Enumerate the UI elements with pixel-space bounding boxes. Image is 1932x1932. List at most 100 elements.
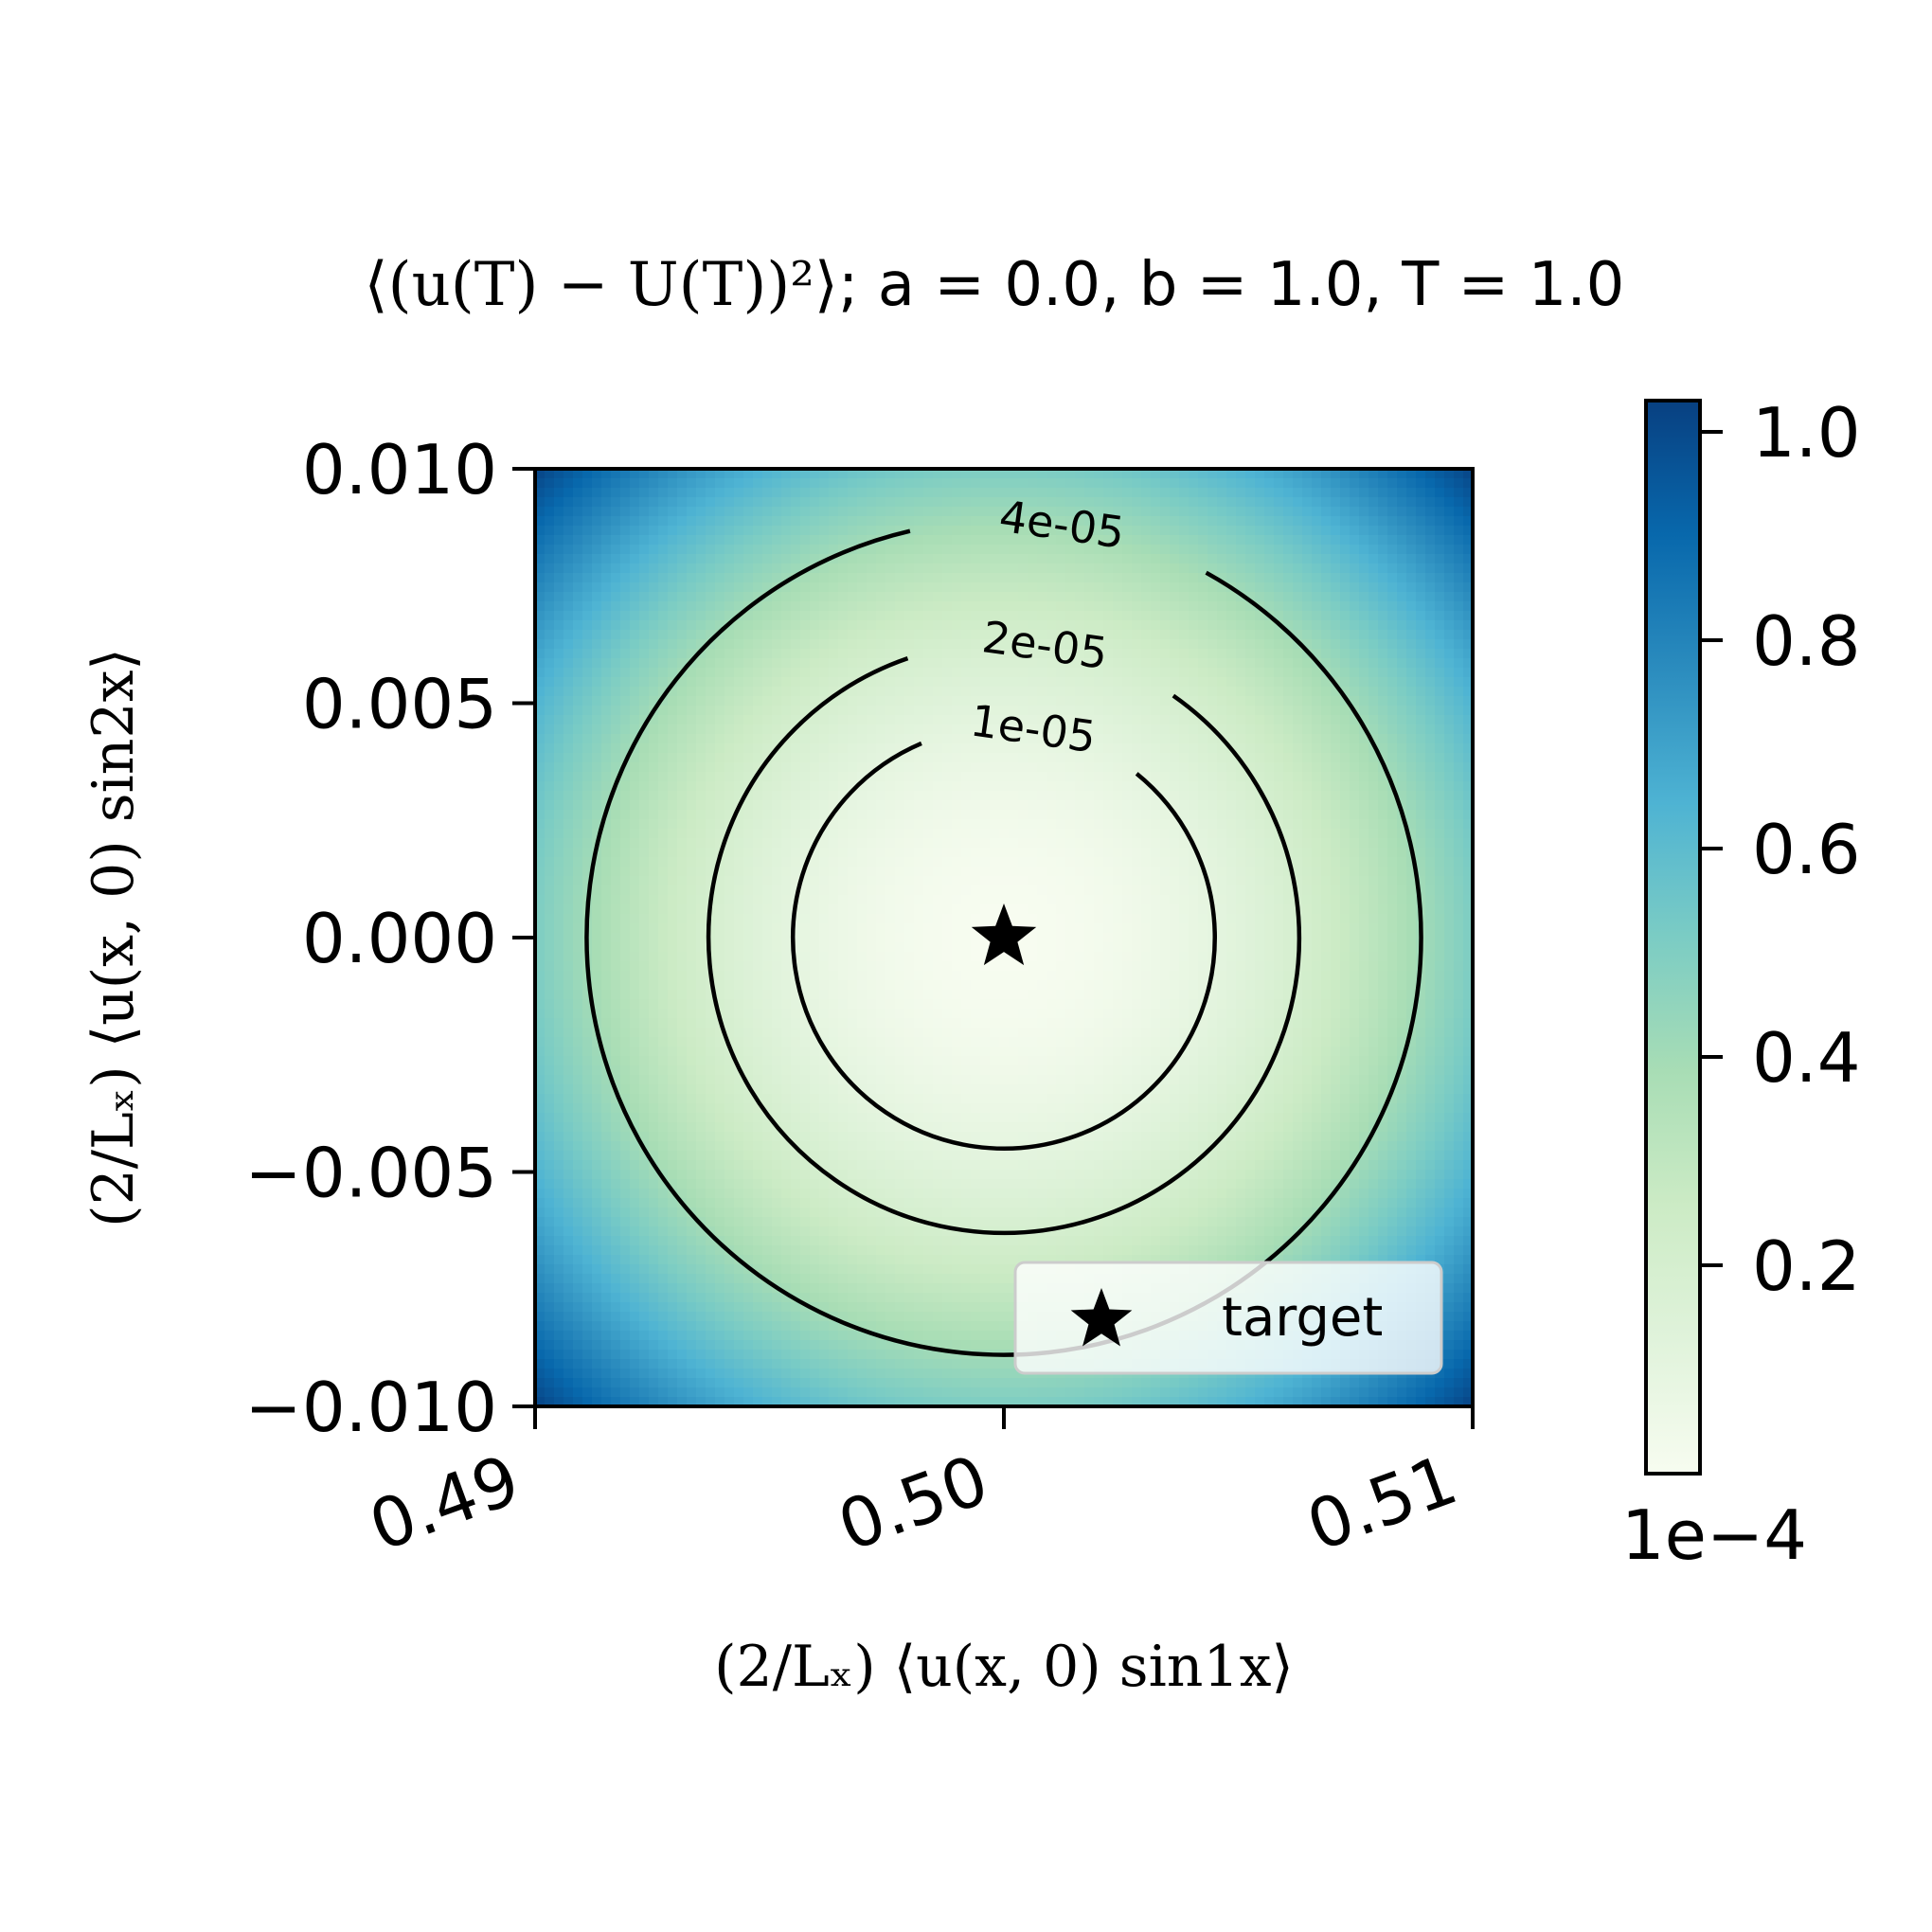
- heatmap-cell: [1255, 592, 1265, 602]
- heatmap-cell: [1321, 706, 1332, 716]
- heatmap-cell: [592, 516, 602, 527]
- heatmap-cell: [554, 696, 564, 707]
- heatmap-cell: [1378, 469, 1388, 479]
- heatmap-cell: [1179, 886, 1190, 896]
- heatmap-cell: [1340, 734, 1351, 744]
- heatmap-cell: [1198, 668, 1208, 678]
- heatmap-cell: [791, 772, 801, 782]
- heatmap-cell: [800, 592, 811, 602]
- heatmap-cell: [582, 620, 593, 631]
- heatmap-cell: [923, 658, 934, 669]
- heatmap-cell: [772, 535, 782, 546]
- heatmap-cell: [1444, 639, 1455, 650]
- heatmap-cell: [601, 545, 612, 555]
- heatmap-cell: [829, 848, 839, 858]
- heatmap-cell: [1170, 734, 1180, 744]
- heatmap-cell: [1151, 876, 1161, 886]
- heatmap-cell: [762, 743, 773, 754]
- heatmap-cell: [1255, 535, 1265, 546]
- heatmap-cell: [1141, 933, 1152, 943]
- heatmap-cell: [819, 488, 830, 498]
- heatmap-cell: [1009, 857, 1019, 868]
- heatmap-cell: [1302, 810, 1313, 820]
- heatmap-cell: [1198, 601, 1208, 612]
- heatmap-cell: [1160, 810, 1171, 820]
- heatmap-cell: [1103, 819, 1114, 830]
- heatmap-cell: [895, 687, 905, 697]
- heatmap-cell: [914, 886, 924, 896]
- heatmap-cell: [573, 668, 583, 678]
- heatmap-cell: [829, 469, 839, 479]
- heatmap-cell: [1274, 554, 1284, 564]
- heatmap-cell: [857, 630, 868, 640]
- heatmap-cell: [1226, 829, 1237, 839]
- heatmap-cell: [668, 706, 678, 716]
- heatmap-cell: [1302, 582, 1313, 593]
- heatmap-cell: [829, 867, 839, 877]
- heatmap-cell: [1141, 668, 1152, 678]
- heatmap-cell: [933, 497, 943, 508]
- heatmap-cell: [1160, 895, 1171, 905]
- heatmap-cell: [1056, 582, 1066, 593]
- heatmap-cell: [848, 933, 858, 943]
- heatmap-cell: [1435, 914, 1445, 924]
- heatmap-cell: [1387, 526, 1398, 536]
- heatmap-cell: [980, 658, 991, 669]
- heatmap-cell: [582, 554, 593, 564]
- heatmap-cell: [1170, 668, 1180, 678]
- heatmap-cell: [1406, 762, 1417, 773]
- heatmap-cell: [1075, 904, 1085, 915]
- heatmap-cell: [535, 582, 546, 593]
- heatmap-cell: [601, 753, 612, 763]
- heatmap-cell: [1245, 933, 1256, 943]
- heatmap-cell: [649, 857, 659, 868]
- heatmap-cell: [658, 620, 669, 631]
- heatmap-cell: [715, 687, 725, 697]
- heatmap-cell: [1378, 904, 1388, 915]
- heatmap-cell: [1331, 772, 1341, 782]
- heatmap-cell: [1359, 630, 1369, 640]
- heatmap-cell: [1094, 516, 1104, 527]
- heatmap-cell: [687, 582, 697, 593]
- heatmap-cell: [620, 488, 631, 498]
- heatmap-cell: [630, 848, 640, 858]
- heatmap-cell: [1028, 800, 1038, 811]
- heatmap-cell: [1368, 620, 1379, 631]
- heatmap-cell: [952, 829, 962, 839]
- heatmap-cell: [829, 668, 839, 678]
- heatmap-cell: [658, 857, 669, 868]
- heatmap-cell: [573, 658, 583, 669]
- heatmap-cell: [1425, 762, 1436, 773]
- heatmap-cell: [1217, 516, 1227, 527]
- heatmap-cell: [952, 933, 962, 943]
- heatmap-cell: [791, 611, 801, 621]
- heatmap-cell: [1160, 516, 1171, 527]
- heatmap-cell: [762, 810, 773, 820]
- heatmap-cell: [1312, 753, 1322, 763]
- heatmap-cell: [1435, 923, 1445, 934]
- heatmap-cell: [1028, 791, 1038, 801]
- heatmap-cell: [961, 601, 972, 612]
- heatmap-cell: [743, 649, 754, 659]
- heatmap-cell: [1103, 734, 1114, 744]
- heatmap-cell: [819, 724, 830, 735]
- heatmap-cell: [980, 611, 991, 621]
- heatmap-cell: [819, 601, 830, 612]
- heatmap-cell: [535, 800, 546, 811]
- heatmap-cell: [1283, 564, 1294, 574]
- heatmap-cell: [1075, 743, 1085, 754]
- heatmap-cell: [914, 526, 924, 536]
- heatmap-cell: [886, 516, 896, 527]
- heatmap-cell: [895, 592, 905, 602]
- heatmap-cell: [1037, 488, 1047, 498]
- heatmap-cell: [990, 819, 1000, 830]
- heatmap-cell: [1236, 791, 1246, 801]
- heatmap-cell: [1065, 753, 1076, 763]
- heatmap-cell: [952, 895, 962, 905]
- heatmap-cell: [1321, 507, 1332, 517]
- heatmap-cell: [971, 592, 981, 602]
- heatmap-cell: [1037, 545, 1047, 555]
- heatmap-cell: [1406, 867, 1417, 877]
- heatmap-cell: [1065, 564, 1076, 574]
- heatmap-cell: [867, 564, 877, 574]
